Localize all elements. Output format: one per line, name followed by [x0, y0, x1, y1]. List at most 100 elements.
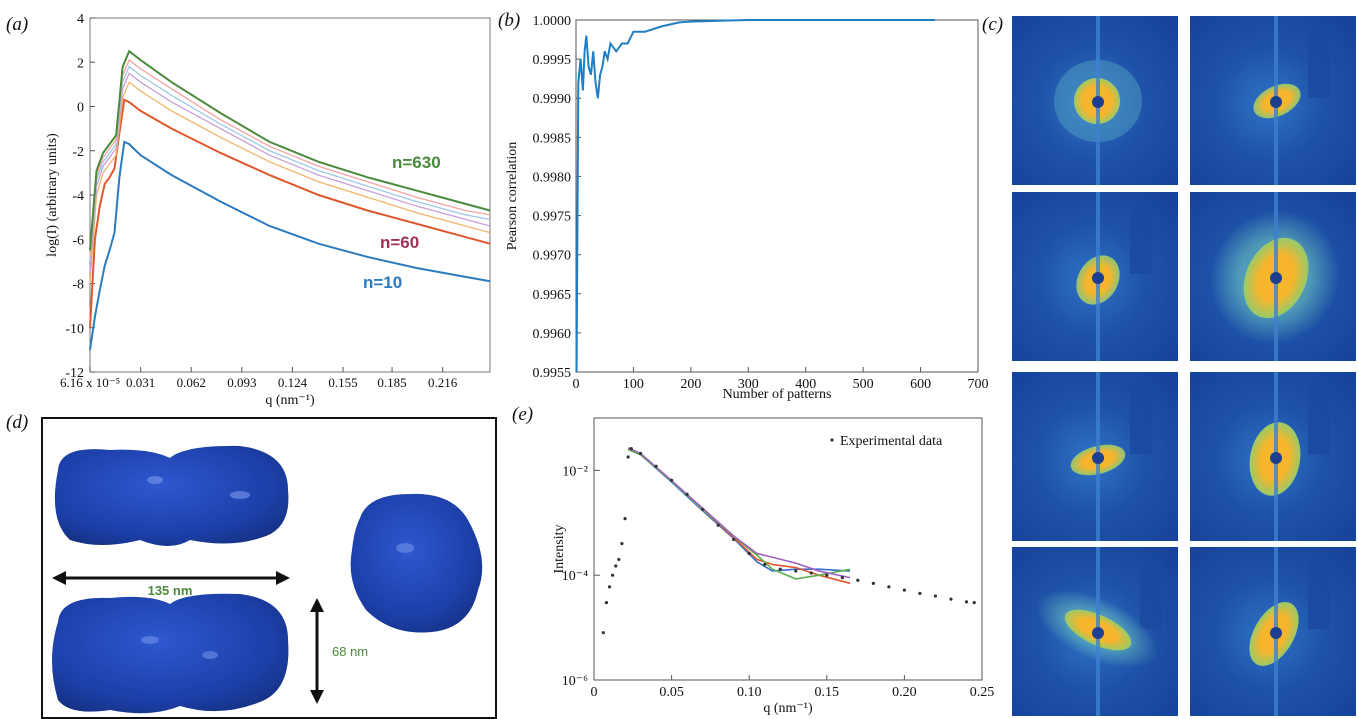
- beamstop: [1270, 627, 1282, 639]
- data-point: [949, 597, 953, 601]
- panel-label-d: (d): [6, 412, 29, 433]
- data-point: [601, 631, 605, 635]
- diffraction-tile-4: [1190, 192, 1356, 361]
- blob-top-highlight: [147, 476, 163, 484]
- diffraction-tile-3: [1012, 192, 1178, 361]
- data-point: [623, 517, 627, 521]
- x-tick-label: 100: [623, 377, 644, 392]
- x-tick-label: 0: [573, 377, 580, 392]
- panel-label-b: (b): [498, 10, 521, 31]
- y-tick-label: 0.9955: [533, 366, 572, 381]
- data-point: [620, 542, 624, 546]
- data-point: [732, 537, 736, 542]
- x-tick-label: 0.124: [278, 375, 308, 390]
- y-tick-label: 0.9995: [533, 53, 572, 68]
- y-axis-label: log(I) (arbitrary units): [45, 133, 60, 257]
- data-point: [825, 573, 829, 577]
- blob-bottom-highlight: [141, 636, 159, 644]
- y-tick-label: 0.9975: [533, 210, 572, 225]
- detector-mask: [1308, 559, 1330, 629]
- data-point: [840, 575, 844, 580]
- y-tick-label: -4: [72, 189, 84, 204]
- panel-c-diffraction-grid: [1012, 16, 1356, 718]
- series-line: [89, 49, 491, 251]
- x-tick-label: 6.16 x 10⁻⁵: [60, 375, 120, 390]
- x-axis-label: q (nm⁻¹): [265, 393, 315, 408]
- blob-side: [350, 493, 483, 633]
- beamstop: [1270, 272, 1282, 284]
- y-axis-label: Pearson correlation: [505, 142, 520, 250]
- detector-mask: [1140, 559, 1162, 629]
- width-label: 68 nm: [332, 644, 368, 659]
- y-tick-label: 0.9990: [533, 92, 572, 107]
- data-point: [614, 564, 618, 568]
- panel-label-e: (e): [512, 404, 534, 425]
- legend-marker: [830, 438, 834, 442]
- y-tick-label: 4: [77, 12, 84, 27]
- detector-mask: [1130, 204, 1152, 274]
- data-point: [638, 451, 643, 456]
- y-tick-label: 10⁻⁶: [562, 674, 588, 689]
- data-point: [778, 567, 782, 571]
- fit-line: [627, 447, 851, 579]
- detector-mask: [1130, 384, 1152, 454]
- x-tick-label: 500: [853, 377, 874, 392]
- y-tick-label: -10: [65, 322, 84, 337]
- x-tick-label: 400: [795, 377, 816, 392]
- y-tick-label: 0.9965: [533, 288, 572, 303]
- x-axis-label: q (nm⁻¹): [763, 701, 813, 716]
- data-point: [871, 581, 875, 585]
- x-tick-label: 0.05: [659, 685, 684, 700]
- x-tick-label: 0.25: [970, 685, 995, 700]
- length-label: 135 nm: [148, 583, 193, 598]
- blob-top: [54, 445, 289, 546]
- y-tick-label: 1.0000: [533, 14, 572, 29]
- annotation-n10: n=10: [363, 273, 402, 292]
- data-point: [918, 591, 922, 595]
- y-tick-label: -12: [65, 366, 84, 381]
- beamstop: [1092, 272, 1104, 284]
- data-point: [654, 464, 658, 468]
- y-tick-label: 2: [77, 56, 84, 71]
- annotation-n630: n=630: [392, 153, 441, 172]
- y-tick-label: 0.9960: [533, 327, 572, 342]
- x-tick-label: 0.062: [177, 375, 206, 390]
- x-tick-label: 300: [738, 377, 759, 392]
- panel-label-c: (c): [982, 14, 1004, 35]
- y-tick-label: 0.9985: [533, 131, 572, 146]
- data-point: [670, 478, 674, 482]
- data-point: [747, 551, 751, 556]
- chart-b-pearson-correlation: 1.0000 0.9995 0.9990 0.9985 0.9980 0.9975 0.99…: [505, 14, 989, 402]
- x-tick-label: 0.093: [227, 375, 256, 390]
- data-point: [972, 600, 976, 605]
- fit-line: [627, 447, 851, 585]
- blob-bottom-highlight: [202, 651, 218, 659]
- diffraction-tile-1: [1012, 16, 1178, 185]
- blob-bottom: [52, 593, 289, 714]
- x-tick-label: 200: [680, 377, 701, 392]
- y-tick-label: 10⁻⁴: [562, 569, 588, 584]
- y-tick-label: -8: [72, 278, 84, 293]
- beamstop: [1270, 96, 1282, 108]
- y-axis-label: Intensity: [552, 525, 567, 574]
- diffraction-tile-7: [1012, 547, 1178, 716]
- x-axis-label: Number of patterns: [723, 387, 832, 402]
- series-line: [89, 59, 491, 258]
- data-point: [716, 523, 720, 527]
- data-point: [604, 600, 609, 605]
- x-tick-label: 0.216: [428, 375, 458, 390]
- x-tick-label: 0: [591, 685, 598, 700]
- fit-line: [627, 448, 851, 580]
- blob-top-highlight: [230, 491, 250, 499]
- series-line: [89, 140, 491, 351]
- y-tick-label: -2: [72, 145, 84, 160]
- series-line: [575, 19, 935, 373]
- y-tick-label: 0.9970: [533, 249, 572, 264]
- beamstop: [1270, 452, 1282, 464]
- x-tick-label: 600: [910, 377, 931, 392]
- y-tick-label: 0.9980: [533, 170, 572, 185]
- panel-d-3d-model: 135 nm 68 nm: [41, 417, 497, 719]
- y-tick-label: 0: [77, 101, 84, 116]
- plot-frame: [593, 417, 983, 681]
- y-tick-label: -6: [72, 233, 84, 248]
